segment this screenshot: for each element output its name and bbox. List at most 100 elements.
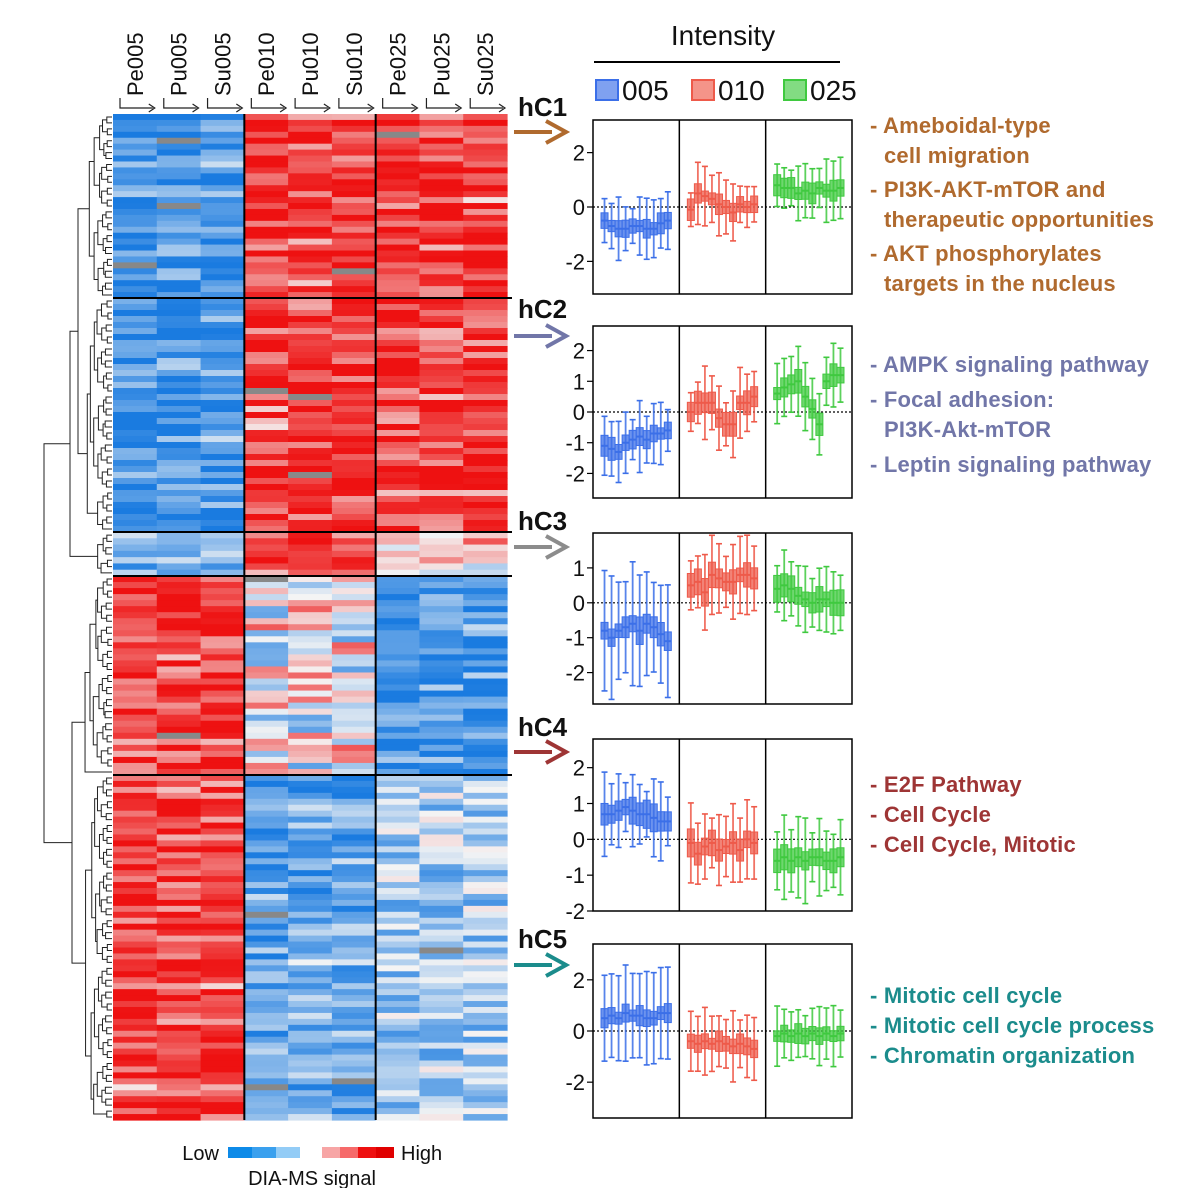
heatmap-cell <box>419 684 464 692</box>
heatmap-cell <box>375 1072 421 1079</box>
heatmap-cell <box>419 382 464 389</box>
heatmap-cell <box>244 454 289 461</box>
heatmap-cell <box>331 775 377 782</box>
heatmap-cell <box>156 208 202 216</box>
heatmap-cell <box>113 864 158 871</box>
heatmap-cell <box>463 804 508 812</box>
heatmap-cell <box>463 364 508 371</box>
cluster-arrow-head <box>545 323 571 349</box>
heatmap-cell <box>419 1001 464 1008</box>
heatmap-cell <box>156 514 202 521</box>
heatmap-cell <box>113 1024 158 1032</box>
heatmap-cell <box>156 678 202 686</box>
heatmap-cell <box>463 322 508 329</box>
heatmap-cell <box>156 828 202 836</box>
heatmap-cell <box>288 792 333 800</box>
heatmap-cell <box>200 322 245 329</box>
pathway-term: therapeutic opportunities <box>884 207 1155 232</box>
heatmap-cell <box>419 917 464 925</box>
heatmap-cell <box>200 630 245 637</box>
dendrogram-branch <box>71 721 86 964</box>
heatmap-cell <box>244 143 289 151</box>
heatmap-cell <box>244 286 289 293</box>
heatmap-cell <box>419 768 464 776</box>
heatmap-cell <box>331 490 377 497</box>
heatmap-cell <box>200 250 245 258</box>
heatmap-cell <box>375 1054 421 1062</box>
heatmap-cell <box>375 678 421 686</box>
heatmap-cell <box>113 406 158 413</box>
heatmap-cell <box>375 155 421 163</box>
heatmap-cell <box>113 197 158 204</box>
heatmap-cell <box>375 720 421 728</box>
heatmap-cell <box>331 804 377 812</box>
heatmap-cell <box>331 606 377 613</box>
cluster-label: hC4 <box>518 712 568 742</box>
heatmap-cell <box>463 971 508 978</box>
heatmap-cell <box>200 870 245 877</box>
heatmap-cell <box>419 1096 464 1103</box>
heatmap-cell <box>113 220 158 228</box>
heatmap-cell <box>113 672 158 680</box>
heatmap-cell <box>463 352 508 359</box>
heatmap-cell <box>113 364 158 371</box>
heatmap-cell <box>200 929 245 937</box>
dendrogram-branch <box>101 166 108 180</box>
dendrogram-branch <box>107 590 112 598</box>
heatmap-cell <box>244 167 289 174</box>
cluster-label: hC3 <box>518 506 567 536</box>
heatmap-cell <box>331 454 377 461</box>
heatmap-cell <box>113 268 158 275</box>
heatmap-cell <box>244 137 289 145</box>
heatmap-cell <box>331 870 377 877</box>
heatmap-cell <box>113 1072 158 1079</box>
heatmap-cell <box>375 376 421 383</box>
heatmap-cell <box>244 750 289 758</box>
heatmap-cell <box>288 905 333 913</box>
heatmap-cell <box>244 298 289 305</box>
heatmap-cell <box>463 149 508 157</box>
heatmap-cell <box>200 352 245 359</box>
heatmap-cell <box>375 496 421 503</box>
y-tick-label: 2 <box>573 968 585 993</box>
heatmap-cell <box>200 780 245 788</box>
dendrogram-branch <box>95 599 98 649</box>
heatmap-cell <box>375 262 421 269</box>
heatmap-cell <box>375 1006 421 1014</box>
heatmap-cell <box>463 430 508 437</box>
dendrogram-branch <box>95 893 100 943</box>
annotation-block-hC5: - Mitotic cell cycle - Mitotic cell cycle… <box>870 981 1154 1071</box>
heatmap-cell <box>331 1024 377 1032</box>
heatmap-cell <box>200 1024 245 1032</box>
dendrogram-branch <box>97 544 104 569</box>
heatmap-cell <box>375 436 421 443</box>
heatmap-cell <box>113 720 158 728</box>
heatmap-cell <box>156 370 202 377</box>
cluster-arrow-head <box>545 952 571 978</box>
heatmap-cell <box>463 612 508 619</box>
heatmap-cell <box>331 750 377 758</box>
heatmap-cell <box>375 606 421 613</box>
dendrogram-branch <box>107 384 112 392</box>
heatmap-cell <box>200 125 245 133</box>
dendrogram-branch <box>105 884 112 892</box>
heatmap-cell <box>419 1048 464 1056</box>
heatmap-cell <box>244 775 289 782</box>
heatmap-cell <box>375 167 421 174</box>
dendrogram-branch <box>100 899 108 913</box>
heatmap-cell <box>200 720 245 728</box>
heatmap-cell <box>331 286 377 293</box>
heatmap-cell <box>463 648 508 655</box>
heatmap-cell <box>331 232 377 240</box>
dendrogram-branch <box>101 678 108 692</box>
heatmap-cell <box>375 412 421 419</box>
heatmap-cell <box>375 286 421 293</box>
heatmap-cell <box>288 424 333 431</box>
heatmap-cell <box>375 1036 421 1044</box>
heatmap-cell <box>288 846 333 853</box>
heatmap-cell <box>463 262 508 269</box>
heatmap-cell <box>156 1078 202 1085</box>
heatmap-cell <box>288 394 333 401</box>
heatmap-cell <box>200 941 245 949</box>
heatmap-cell <box>113 798 158 806</box>
